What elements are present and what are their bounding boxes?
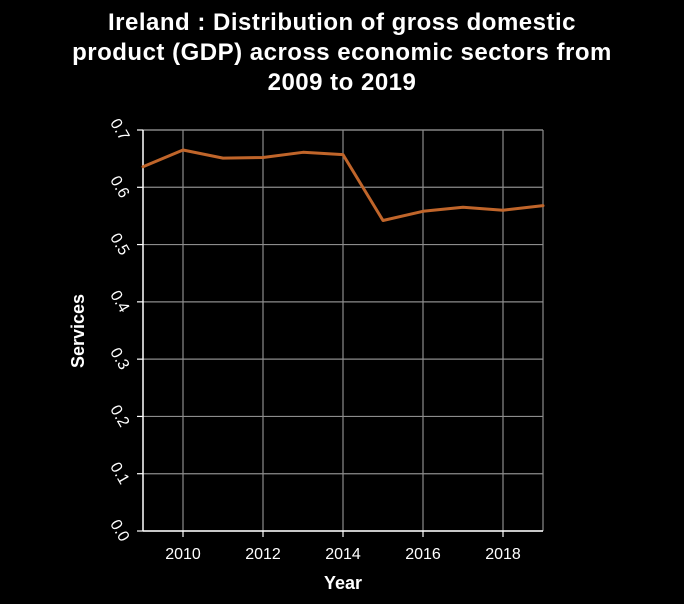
y-tick-label: 0.1 xyxy=(106,460,132,488)
x-tick-label: 2010 xyxy=(165,546,201,563)
y-tick-label: 0.0 xyxy=(106,517,132,545)
grid xyxy=(143,129,544,532)
series-line-0 xyxy=(141,148,545,222)
x-tick-label: 2016 xyxy=(405,546,441,563)
x-axis-label: Year xyxy=(324,573,362,593)
y-tick-labels: 0.0 0.1 0.2 0.3 0.4 0.5 0.6 0.7 xyxy=(106,116,132,545)
y-axis-label: Services xyxy=(68,294,88,368)
axes xyxy=(137,129,543,537)
chart-title-line-1: Ireland : Distribution of gross domestic xyxy=(107,9,577,36)
chart-title-line-3: 2009 to 2019 xyxy=(267,69,417,96)
x-tick-label: 2012 xyxy=(245,546,281,563)
y-tick-label: 0.4 xyxy=(106,288,132,316)
y-tick-label: 0.2 xyxy=(106,402,132,430)
x-tick-label: 2018 xyxy=(485,546,521,563)
y-tick-label: 0.5 xyxy=(106,231,132,259)
y-tick-label: 0.3 xyxy=(106,345,132,373)
x-tick-label: 2014 xyxy=(325,546,361,563)
series-layer xyxy=(141,148,545,222)
y-tick-label: 0.7 xyxy=(106,116,132,144)
y-tick-label: 0.6 xyxy=(106,173,132,201)
x-tick-labels: 2010 2012 2014 2016 2018 xyxy=(165,546,521,563)
chart-title-line-2: product (GDP) across economic sectors fr… xyxy=(72,39,612,66)
